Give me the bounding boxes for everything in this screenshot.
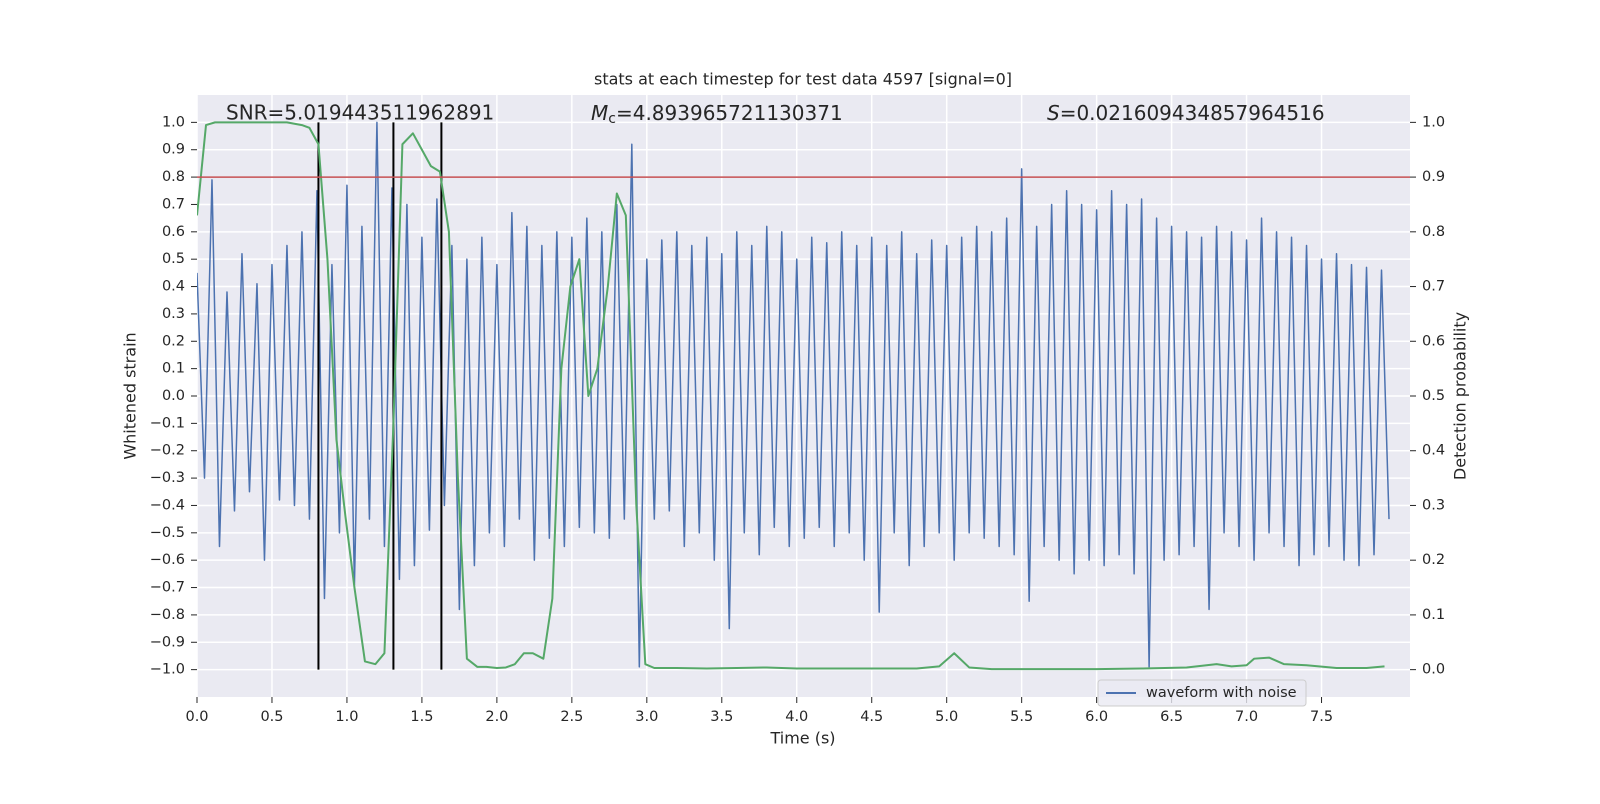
x-tick-label: 4.5: [860, 709, 883, 725]
x-tick-label: 5.0: [935, 709, 958, 725]
marks: [197, 121, 1410, 671]
legend-box: [1097, 679, 1307, 707]
x-tick-label: 1.0: [335, 709, 358, 725]
annotation-subscript: c: [608, 111, 616, 127]
y-tick-label: −0.3: [150, 470, 185, 486]
y2-tick-label: 0.3: [1422, 497, 1445, 513]
y-tick-label: −0.9: [150, 634, 185, 650]
x-axis-label: Time (s): [769, 729, 835, 748]
x-tick-label: 1.5: [410, 709, 433, 725]
x-tick-label: 7.0: [1235, 709, 1258, 725]
y-tick-label: 0.5: [162, 251, 185, 267]
annotation-text: =0.021609434857964516: [1060, 101, 1325, 125]
y2-tick-label: 0.6: [1422, 333, 1445, 349]
y-tick-label: 0.0: [162, 388, 185, 404]
y2-tick-label: 0.4: [1422, 443, 1445, 459]
y-tick-label: −0.5: [150, 525, 185, 541]
y-tick-label: 0.1: [162, 361, 185, 377]
y-tick-label: −0.2: [150, 443, 185, 459]
x-tick-label: 2.0: [485, 709, 508, 725]
x-tick-label: 6.5: [1160, 709, 1183, 725]
y-tick-label: −0.1: [150, 415, 185, 431]
y2-tick-label: 0.8: [1422, 224, 1445, 240]
y2-tick-label: 0.1: [1422, 607, 1445, 623]
y-tick-label: −1.0: [150, 662, 185, 678]
annotation: S=0.021609434857964516: [1047, 101, 1325, 125]
x-tick-label: 5.5: [1010, 709, 1033, 725]
x-tick-label: 6.0: [1085, 709, 1108, 725]
y2-tick-label: 0.0: [1422, 662, 1445, 678]
annotation-text: =4.893965721130371: [616, 101, 843, 125]
annotation: SNR=5.019443511962891: [226, 101, 494, 125]
y-tick-label: −0.8: [150, 607, 185, 623]
y-tick-label: 0.2: [162, 333, 185, 349]
y2-tick-label: 0.7: [1422, 279, 1445, 295]
y-tick-label: −0.7: [150, 580, 185, 596]
y-tick-label: 0.7: [162, 196, 185, 212]
y-tick-label: 0.6: [162, 224, 185, 240]
y2-tick-label: 1.0: [1422, 114, 1445, 130]
x-tick-label: 4.0: [785, 709, 808, 725]
x-tick-label: 3.5: [710, 709, 733, 725]
y-tick-label: 0.8: [162, 169, 185, 185]
annotation: Mc=4.893965721130371: [591, 101, 843, 128]
x-tick-label: 3.0: [635, 709, 658, 725]
x-tick-label: 0.0: [185, 709, 208, 725]
y-tick-label: −0.6: [150, 552, 185, 568]
x-tick-label: 2.5: [560, 709, 583, 725]
annotation-symbol: S: [1047, 101, 1060, 125]
legend: waveform with noise: [1097, 679, 1307, 707]
x-tick-label: 7.5: [1310, 709, 1333, 725]
y-tick-label: 0.4: [162, 279, 185, 295]
annotation-symbol: M: [591, 101, 608, 125]
y2-tick-label: 0.9: [1422, 169, 1445, 185]
legend-label: waveform with noise: [1146, 685, 1297, 701]
x-tick-label: 0.5: [260, 709, 283, 725]
labels: 0.0 0.5 1.0 1.5 2.0 2.5 3.0 3.5 4.0 4.5 5.0 5.5 6.0 6…: [150, 114, 1445, 725]
y2-tick-label: 0.5: [1422, 388, 1445, 404]
y2-axis-label: Detection probability: [1451, 312, 1470, 480]
y-tick-label: −0.4: [150, 497, 185, 513]
y-tick-label: 0.9: [162, 142, 185, 158]
series-line: [197, 121, 1385, 671]
y-tick-label: 0.3: [162, 306, 185, 322]
chart-title: stats at each timestep for test data 459…: [594, 70, 1012, 89]
y2-tick-label: 0.2: [1422, 552, 1445, 568]
y-axis-label: Whitened strain: [121, 332, 140, 459]
y-tick-label: 1.0: [162, 114, 185, 130]
